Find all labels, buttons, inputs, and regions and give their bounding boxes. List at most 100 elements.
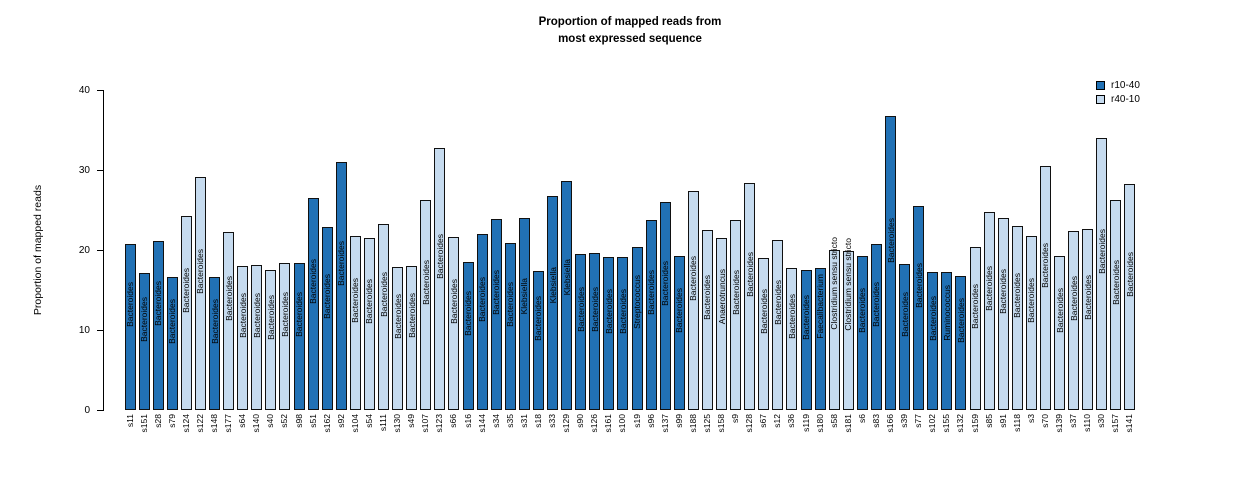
bar-genus-label: Bacteroides [702, 275, 713, 320]
x-tick-label: s30 [1096, 414, 1107, 428]
bar: Bacteroides [687, 190, 699, 410]
bar-genus-label: Klebsiella [547, 266, 558, 304]
bar-genus-label: Bacteroides [575, 287, 586, 332]
bar: Bacteroides [589, 253, 601, 410]
x-tick-label: s159 [969, 414, 980, 433]
bar: Bacteroides [209, 277, 221, 410]
bar-genus-label: Bacteroides [871, 282, 882, 328]
bar: Bacteroides [927, 271, 939, 410]
x-tick-label: s33 [547, 414, 558, 428]
x-tick-label: s77 [913, 414, 924, 428]
bar-genus-label: Bacteroides [505, 281, 516, 327]
x-tick-label: s188 [687, 414, 698, 433]
x-tick-label: s35 [504, 414, 515, 428]
x-tick-label: s83 [870, 414, 881, 428]
bar-genus-label: Bacteroides [152, 280, 163, 326]
bar: Bacteroides [138, 273, 150, 410]
bar-genus-label: Bacteroides [1110, 259, 1121, 305]
x-tick-label: s66 [448, 414, 459, 428]
x-tick-label: s16 [462, 414, 473, 428]
x-tick-label: s40 [265, 414, 276, 428]
x-tick-label: s125 [701, 414, 712, 433]
bar-genus-label: Bacteroides [181, 268, 192, 314]
x-tick-label: s177 [223, 414, 234, 433]
bar: Bacteroides [856, 255, 868, 410]
bar-genus-label: Bacteroides [167, 298, 178, 344]
x-tick-label: s158 [716, 414, 727, 433]
legend-item-r10-40: r10-40 [1096, 80, 1140, 91]
bar: Bacteroides [983, 211, 995, 410]
x-tick-label: s137 [659, 414, 670, 433]
bar: Bacteroides [1011, 226, 1023, 410]
bar: Bacteroides [378, 224, 390, 410]
bar: Bacteroides [955, 275, 967, 410]
bar: Bacteroides [730, 219, 742, 410]
bar: Faecalibacterium [814, 267, 826, 410]
bar-genus-label: Ruminococcus [941, 285, 952, 342]
x-tick-label: s52 [279, 414, 290, 428]
bar: Bacteroides [575, 254, 587, 410]
x-tick-label: s151 [138, 414, 149, 433]
x-tick-label: s123 [434, 414, 445, 433]
bar-genus-label: Bacteroides [237, 293, 248, 338]
bar-genus-label: Bacteroides [476, 277, 487, 322]
bar: Bacteroides [1054, 256, 1066, 410]
bar-genus-label: Bacteroides [1124, 251, 1135, 297]
bar-genus-label: Bacteroides [744, 251, 755, 297]
x-tick-label: s180 [814, 414, 825, 433]
bar-genus-label: Bacteroides [603, 288, 614, 334]
bar: Bacteroides [870, 244, 882, 410]
x-tick-label: s85 [983, 414, 994, 428]
bar-genus-label: Bacteroides [758, 289, 769, 334]
bar-genus-label: Bacteroides [1040, 243, 1051, 288]
y-axis: 0 10 20 30 40 [0, 85, 104, 416]
x-tick-label: s19 [631, 414, 642, 428]
bar-genus-label: Bacteroides [1082, 274, 1093, 320]
bar: Bacteroides [1068, 230, 1080, 410]
x-tick-label: s18 [532, 414, 543, 428]
x-tick-label: s6 [856, 414, 867, 423]
x-tick-label: s54 [363, 414, 374, 428]
x-tick-label: s9 [730, 414, 741, 423]
bar-genus-label: Bacteroides [730, 269, 741, 315]
x-tick-label: s67 [758, 414, 769, 428]
bar-genus-label: Bacteroides [533, 295, 544, 341]
bar-genus-label: Bacteroides [1096, 229, 1107, 274]
bar-genus-label: Bacteroides [321, 273, 332, 319]
bar: Bacteroides [363, 238, 375, 410]
bar-genus-label: Bacteroides [786, 293, 797, 339]
bar: Bacteroides [617, 257, 629, 410]
legend: r10-40 r40-10 [1096, 80, 1140, 108]
bar-genus-label: Bacteroides [983, 265, 994, 311]
bar: Bacteroides [800, 270, 812, 410]
bar-genus-label: Bacteroides [392, 293, 403, 339]
bar: Bacteroides [673, 255, 685, 410]
bar: Bacteroides [124, 244, 136, 410]
bar: Bacteroides [659, 202, 671, 410]
bar-genus-label: Bacteroides [434, 233, 445, 279]
bar-genus-label: Bacteroides [927, 295, 938, 341]
bar: Clostridium sensu stricto [842, 238, 854, 410]
y-tick-mark [97, 90, 103, 91]
legend-swatch-r40-10 [1096, 95, 1105, 104]
bar: Bacteroides [476, 234, 488, 410]
bar: Bacteroides [462, 262, 474, 410]
bar: Bacteroides [406, 266, 418, 410]
chart-title: Proportion of mapped reads from most exp… [538, 16, 722, 46]
bar-genus-label: Bacteroides [800, 295, 811, 340]
bar-genus-label: Bacteroides [490, 269, 501, 315]
x-tick-label: s96 [645, 414, 656, 428]
bar-genus-label: Bacteroides [589, 286, 600, 332]
bar-genus-label: Bacteroides [1068, 275, 1079, 321]
x-tick-label: s148 [209, 414, 220, 433]
bar: Ruminococcus [941, 272, 953, 410]
bar: Klebsiella [518, 218, 530, 410]
x-tick-label: s157 [1110, 414, 1121, 433]
bar-genus-label: Bacteroides [913, 263, 924, 308]
x-tick-label: s39 [899, 414, 910, 428]
bar: Bacteroides [434, 147, 446, 410]
x-tick-label: s104 [349, 414, 360, 433]
bar: Bacteroides [335, 162, 347, 410]
bar-genus-label: Bacteroides [955, 297, 966, 343]
x-axis-labels: s11 s151 s28 s79 s124 s122 s148 s177 s64 s140 s40 s… [123, 414, 1137, 474]
